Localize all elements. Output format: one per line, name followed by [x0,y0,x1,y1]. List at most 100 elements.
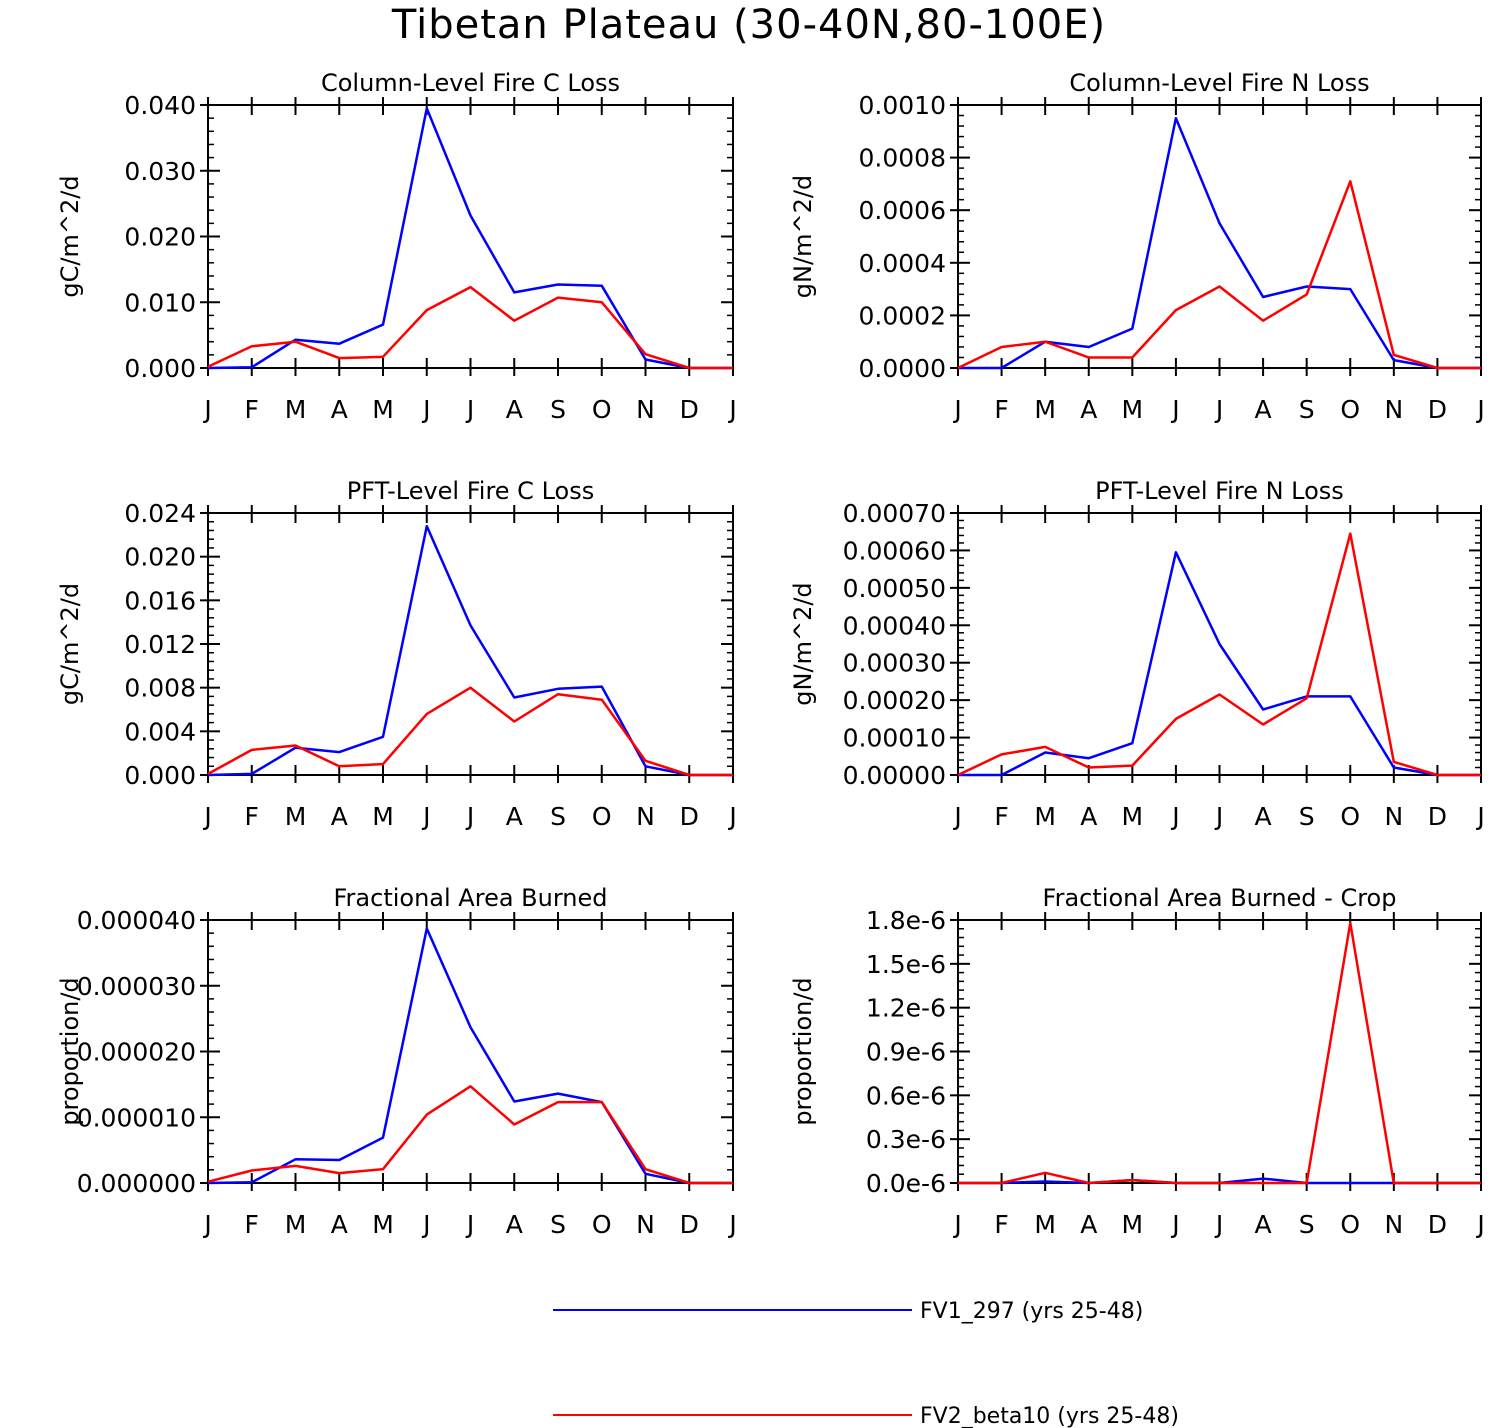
x-tick-label: J [727,395,736,424]
y-tick-label: 0.016 [124,586,196,615]
series-line-2 [958,921,1481,1185]
x-tick-label: J [465,802,474,831]
chart-title: PFT-Level Fire C Loss [347,477,594,505]
x-tick-label: F [245,1210,259,1239]
x-tick-label: S [1299,395,1315,424]
y-tick-label: 0.020 [124,223,196,252]
y-axis-label: gC/m^2/d [56,583,84,705]
x-tick-label: F [994,802,1008,831]
y-tick-label: 0.000030 [77,972,196,1001]
x-tick-label: J [952,802,961,831]
plot-frame [957,919,1482,1184]
x-tick-label: A [1080,1210,1097,1239]
x-tick-label: M [1122,395,1144,424]
y-tick-label: 0.00070 [843,499,946,528]
x-tick-label: O [592,802,612,831]
y-tick-label: 0.0010 [859,91,946,120]
x-tick-label: M [1034,395,1056,424]
x-tick-label: A [1080,395,1097,424]
y-tick-label: 0.010 [124,288,196,317]
series-line-1 [207,524,733,777]
x-tick-label: J [1214,395,1223,424]
series-line-1 [958,551,1481,777]
series-line-1 [207,107,733,370]
plot-frame [207,104,734,369]
plot-frame [207,512,734,776]
x-tick-label: A [506,802,523,831]
chart-title: Column-Level Fire C Loss [321,69,620,97]
y-tick-label: 0.040 [124,91,196,120]
x-tick-label: J [465,1210,474,1239]
y-tick-label: 0.008 [124,674,196,703]
x-tick-label: J [952,1210,961,1239]
chart-title: Fractional Area Burned [334,884,608,912]
x-tick-label: A [1080,802,1097,831]
x-tick-label: A [1255,1210,1272,1239]
x-tick-label: O [592,1210,612,1239]
y-axis-label: gC/m^2/d [56,175,84,297]
legend: FV1_297 (yrs 25-48) FV2_beta10 (yrs 25-4… [553,1299,1179,1428]
y-tick-label: 0.00060 [843,536,946,565]
chart-panel-5: Fractional Area Burnedproportion/d0.0000… [56,884,737,1239]
y-axis-label: proportion/d [789,977,817,1125]
x-tick-label: J [952,395,961,424]
x-tick-label: J [1170,1210,1179,1239]
x-tick-label: N [636,1210,655,1239]
y-tick-label: 0.000020 [77,1038,196,1067]
x-tick-label: O [1340,1210,1360,1239]
series-line-2 [207,686,733,777]
y-tick-label: 0.00050 [843,574,946,603]
x-tick-label: J [421,802,430,831]
x-tick-label: S [550,1210,566,1239]
y-tick-label: 0.0e-6 [866,1169,946,1198]
y-tick-label: 0.9e-6 [866,1038,946,1067]
x-tick-label: D [1428,395,1447,424]
x-tick-label: F [245,802,259,831]
y-axis-label: gN/m^2/d [789,582,817,705]
x-tick-label: M [372,802,394,831]
x-tick-label: A [331,395,348,424]
x-tick-label: A [506,395,523,424]
series-line-1 [958,116,1481,370]
plot-frame [207,919,734,1184]
y-tick-label: 0.00030 [843,649,946,678]
chart-panel-2: Column-Level Fire N Loss gN/m^2/d 0.0000 0.… [789,69,1485,424]
x-tick-label: J [1214,1210,1223,1239]
y-tick-label: 0.000010 [77,1103,196,1132]
x-tick-label: N [636,802,655,831]
y-tick-label: 0.00010 [843,724,946,753]
y-tick-label: 1.8e-6 [866,906,946,935]
y-tick-label: 0.000000 [77,1169,196,1198]
chart-panel-1: Column-Level Fire C Loss gC/m^2/d 0.000 0.0… [56,69,737,424]
x-tick-label: A [331,1210,348,1239]
y-tick-label: 0.00020 [843,686,946,715]
y-tick-label: 0.0002 [859,301,946,330]
y-tick-label: 0.000 [124,354,196,383]
series-line-2 [957,532,1481,777]
y-tick-label: 1.5e-6 [866,950,946,979]
x-tick-label: A [1255,395,1272,424]
y-tick-label: 0.0006 [859,196,946,225]
y-axis-label: gN/m^2/d [789,175,817,298]
x-tick-label: J [465,395,474,424]
x-tick-label: J [1170,395,1179,424]
x-tick-label: O [1340,802,1360,831]
y-tick-label: 0.030 [124,157,196,186]
plot-frame [957,104,1482,369]
x-tick-label: A [331,802,348,831]
x-tick-label: O [592,395,612,424]
x-tick-label: M [1122,1210,1144,1239]
x-tick-label: D [680,395,699,424]
x-tick-label: N [636,395,655,424]
y-tick-label: 1.2e-6 [866,994,946,1023]
x-tick-label: J [1170,802,1179,831]
chart-title: PFT-Level Fire N Loss [1095,477,1344,505]
x-tick-label: J [727,802,736,831]
chart-panel-4: PFT-Level Fire N Loss gN/m^2/d 0.00000 0.00… [789,477,1485,831]
x-tick-label: J [1214,802,1223,831]
y-tick-label: 0.000 [124,761,196,790]
x-tick-label: S [1299,802,1315,831]
x-tick-label: S [1299,1210,1315,1239]
